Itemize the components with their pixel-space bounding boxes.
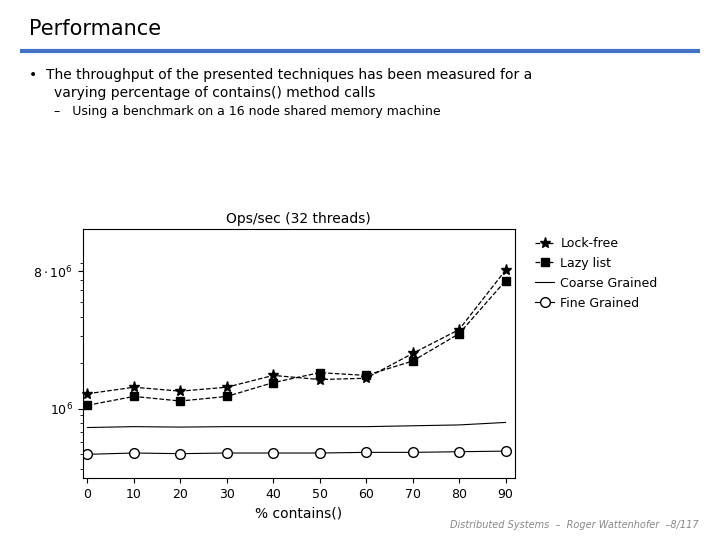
Title: Ops/sec (32 threads): Ops/sec (32 threads) xyxy=(226,212,372,226)
X-axis label: % contains(): % contains() xyxy=(255,506,343,520)
Text: Performance: Performance xyxy=(29,19,161,39)
Legend: Lock-free, Lazy list, Coarse Grained, Fine Grained: Lock-free, Lazy list, Coarse Grained, Fi… xyxy=(534,236,659,311)
Text: Distributed Systems  –  Roger Wattenhofer  –8/117: Distributed Systems – Roger Wattenhofer … xyxy=(450,520,698,530)
Text: –   Using a benchmark on a 16 node shared memory machine: – Using a benchmark on a 16 node shared … xyxy=(54,105,441,118)
Text: •  The throughput of the presented techniques has been measured for a: • The throughput of the presented techni… xyxy=(29,68,532,82)
Text: varying percentage of contains() method calls: varying percentage of contains() method … xyxy=(54,86,375,100)
